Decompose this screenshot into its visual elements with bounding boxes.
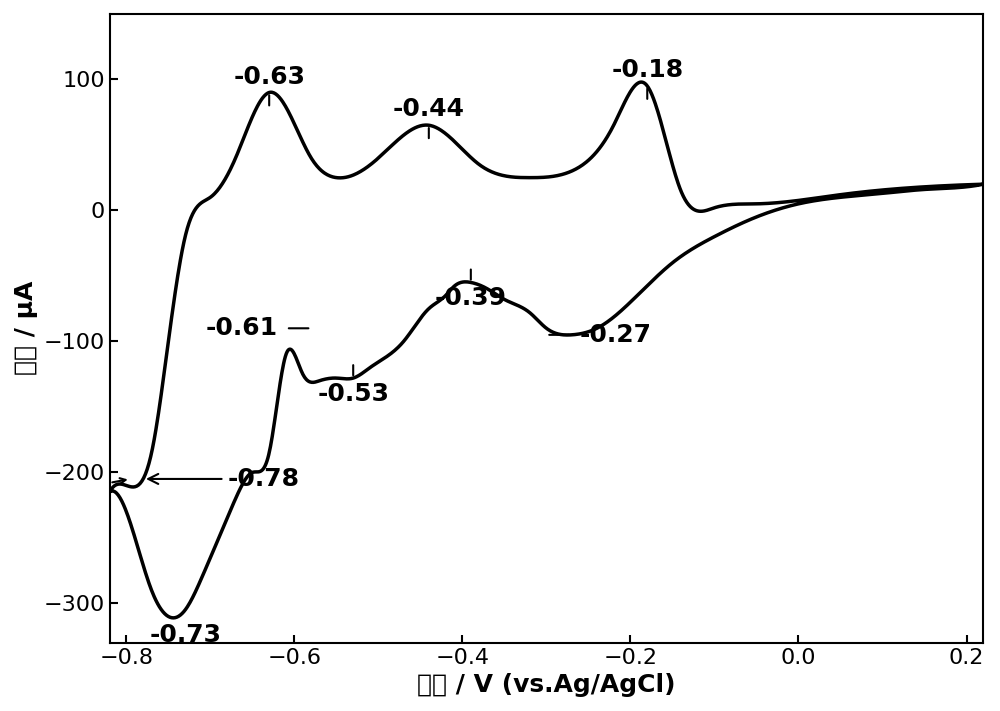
Text: -0.73: -0.73: [149, 623, 221, 647]
X-axis label: 电位 / V (vs.Ag/AgCl): 电位 / V (vs.Ag/AgCl): [417, 673, 676, 697]
Text: -0.61: -0.61: [205, 316, 278, 341]
Text: -0.44: -0.44: [393, 97, 465, 122]
Text: -0.78: -0.78: [148, 467, 299, 491]
Text: -0.39: -0.39: [435, 287, 507, 311]
Text: -0.18: -0.18: [611, 58, 683, 82]
Text: -0.53: -0.53: [317, 382, 389, 406]
Y-axis label: 电流 / μA: 电流 / μA: [14, 281, 38, 375]
Text: -0.27: -0.27: [580, 323, 652, 347]
Text: -0.63: -0.63: [233, 65, 305, 89]
